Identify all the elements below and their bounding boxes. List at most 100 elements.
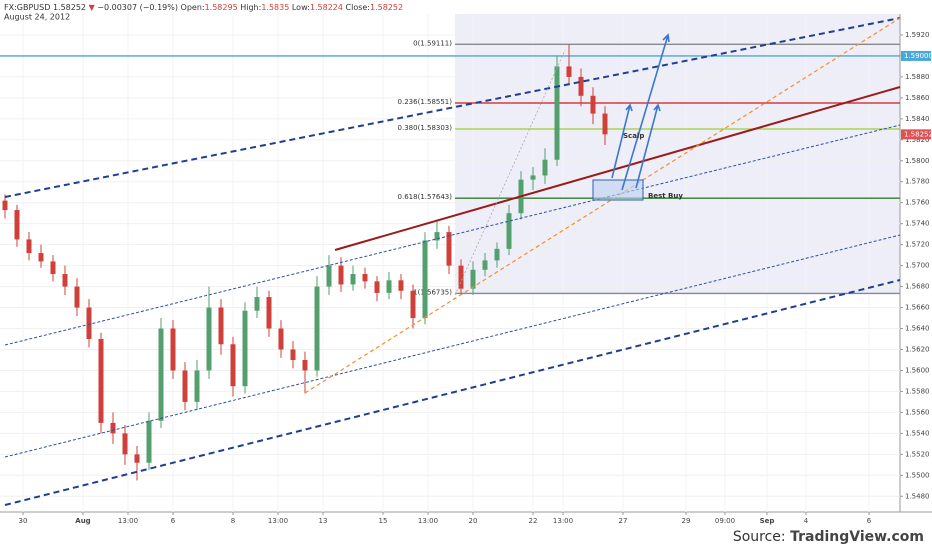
y-tick-label: 1.5760	[905, 199, 930, 207]
candle-body	[362, 274, 368, 282]
candle-body	[446, 232, 452, 266]
candle-body	[542, 159, 548, 176]
buy-zone	[592, 179, 644, 201]
candle-body	[410, 290, 416, 319]
y-tick-label: 1.5580	[905, 387, 930, 395]
candle-body	[386, 280, 392, 293]
candle-body	[278, 328, 284, 350]
fib-zone	[455, 14, 900, 295]
x-tick-label: 13	[319, 517, 328, 525]
field-label: High:	[240, 3, 261, 12]
y-tick-label: 1.5560	[905, 408, 930, 416]
y-tick-label: 1.5800	[905, 157, 930, 165]
candle-body	[566, 66, 572, 77]
fib-label: 1(1.56735)	[413, 288, 452, 296]
candle-body	[326, 265, 332, 287]
source-site: TradingView.com	[790, 529, 924, 545]
x-tick-label: Aug	[75, 517, 90, 525]
y-tick-label: 1.5620	[905, 345, 930, 353]
fib-trend	[454, 49, 566, 296]
candle-body	[374, 281, 380, 293]
candle-body	[470, 269, 476, 289]
candle-body	[350, 274, 356, 285]
candle-body	[38, 253, 44, 262]
arrow: ▼	[89, 3, 96, 12]
x-tick-label: 8	[231, 517, 235, 525]
candle-body	[122, 433, 128, 455]
channel-line	[4, 234, 901, 458]
candle-body	[530, 175, 536, 180]
y-tick-label: 1.5540	[905, 429, 930, 437]
trend-line	[334, 86, 901, 251]
x-tick-label: 22	[529, 517, 538, 525]
candle-body	[218, 307, 224, 345]
x-tick-label: 13:00	[553, 517, 573, 525]
change: −0.00307 (−0.19%)	[97, 3, 178, 12]
candle-body	[590, 95, 596, 114]
y-tick-label: 1.5500	[905, 471, 930, 479]
fib-label: 0.618(1.57643)	[398, 193, 453, 201]
x-tick-label: 20	[469, 517, 478, 525]
candle-body	[98, 339, 104, 423]
y-tick-label: 1.5840	[905, 115, 930, 123]
fib-label: 0.236(1.58551)	[398, 98, 453, 106]
arrow	[621, 33, 670, 191]
channel-line	[4, 124, 901, 346]
candle-body	[290, 349, 296, 360]
candle-body	[314, 286, 320, 371]
y-tick-label: 1.5600	[905, 366, 930, 374]
candle-body	[194, 370, 200, 402]
candle-body	[458, 265, 464, 289]
y-tick-label: 1.5480	[905, 492, 930, 500]
y-tick-label: 1.5860	[905, 94, 930, 102]
candle-body	[242, 310, 248, 387]
candle-body	[254, 297, 260, 311]
candle-body	[110, 422, 116, 434]
candle-body	[14, 210, 20, 240]
annotation: Scalp	[623, 132, 644, 140]
x-tick-label: 29	[682, 517, 691, 525]
price-label: 1.59000	[904, 52, 932, 60]
candle-body	[146, 420, 152, 463]
candle-body	[302, 359, 308, 371]
candle-body	[134, 454, 140, 463]
candle-body	[338, 265, 344, 285]
candle-body	[86, 307, 92, 340]
channel-line	[4, 17, 901, 198]
field-label: Open:	[181, 3, 205, 12]
x-tick-label: Sep	[760, 517, 775, 525]
x-tick-label: 13:00	[118, 517, 138, 525]
candle-body	[578, 76, 584, 96]
candle-body	[206, 307, 212, 371]
field-label: Low:	[292, 3, 310, 12]
candle-body	[26, 239, 32, 254]
field-value: 1.58295	[205, 3, 238, 12]
candle-body	[182, 370, 188, 402]
x-tick-label: 4	[804, 517, 809, 525]
arrow	[635, 103, 661, 189]
y-tick-label: 1.5700	[905, 262, 930, 270]
arrow	[611, 103, 633, 179]
candle-body	[506, 213, 512, 249]
price-label-box	[901, 129, 931, 140]
candle-body	[74, 286, 80, 308]
candle-body	[2, 200, 8, 211]
fib-label: 0(1.59111)	[413, 39, 452, 47]
candle-body	[422, 240, 428, 319]
x-tick-label: 6	[171, 517, 176, 525]
y-tick-label: 1.5640	[905, 325, 930, 333]
y-tick-label: 1.5680	[905, 283, 930, 291]
x-tick-label: 27	[619, 517, 628, 525]
y-tick-label: 1.5660	[905, 304, 930, 312]
x-tick-label: 6	[867, 517, 872, 525]
candle-body	[158, 328, 164, 421]
y-tick-label: 1.5520	[905, 450, 930, 458]
symbol: FX:GBPUSD	[4, 3, 50, 12]
channel-line	[4, 279, 901, 506]
y-tick-label: 1.5820	[905, 136, 930, 144]
annotation: Best Buy	[648, 192, 683, 200]
field-value: 1.5835	[261, 3, 289, 12]
candle-body	[266, 297, 272, 329]
y-tick-label: 1.5880	[905, 73, 930, 81]
trend-line	[304, 17, 901, 394]
